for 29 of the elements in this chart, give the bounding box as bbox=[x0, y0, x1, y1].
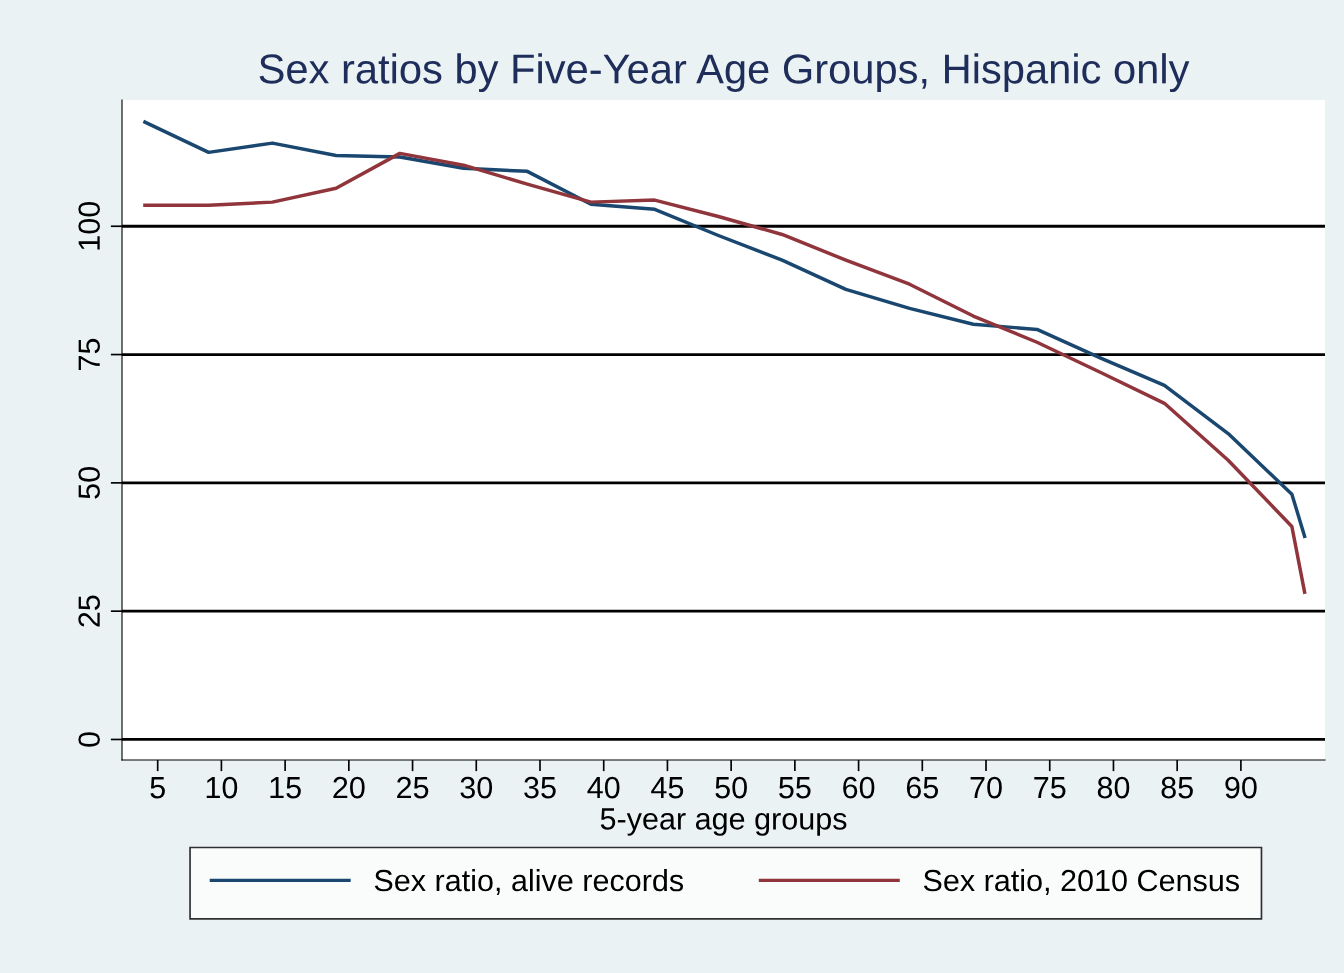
x-tick-label: 40 bbox=[587, 776, 620, 799]
x-tick-label: 80 bbox=[1097, 776, 1130, 799]
x-tick-label: 50 bbox=[715, 776, 747, 799]
x-tick-label: 5 bbox=[150, 777, 165, 799]
x-tick-label: 65 bbox=[906, 776, 939, 799]
x-tick-label: 20 bbox=[333, 776, 365, 799]
x-tick-label: 35 bbox=[524, 776, 556, 799]
y-tick-label: 50 bbox=[78, 467, 100, 499]
x-tick-label: 15 bbox=[270, 777, 301, 799]
x-tick-label: 55 bbox=[779, 777, 811, 799]
x-tick-label: 45 bbox=[651, 777, 684, 799]
x-tick-label: 25 bbox=[397, 776, 429, 799]
x-tick-label: 60 bbox=[843, 776, 875, 799]
line-series bbox=[143, 151, 1307, 594]
line-series bbox=[143, 120, 1307, 538]
legend-label: Sex ratio, 2010 Census bbox=[923, 868, 1239, 895]
x-tick-label: 10 bbox=[206, 776, 238, 799]
y-tick-label: 0 bbox=[78, 732, 100, 747]
x-tick-label: 30 bbox=[460, 776, 493, 799]
x-tick-label: 90 bbox=[1225, 776, 1257, 799]
chart-title: Sex ratios by Five-Year Age Groups, Hispanic only bbox=[259, 53, 1190, 92]
y-tick-label: 25 bbox=[78, 595, 100, 627]
x-tick-label: 75 bbox=[1034, 777, 1066, 799]
legend-label: Sex ratio, alive records bbox=[374, 868, 684, 895]
x-tick-label: 85 bbox=[1161, 776, 1193, 799]
y-tick-label: 100 bbox=[78, 201, 100, 250]
x-axis-title: 5-year age groups bbox=[600, 808, 847, 836]
y-tick-label: 75 bbox=[78, 338, 100, 370]
x-tick-label: 70 bbox=[970, 776, 1002, 799]
